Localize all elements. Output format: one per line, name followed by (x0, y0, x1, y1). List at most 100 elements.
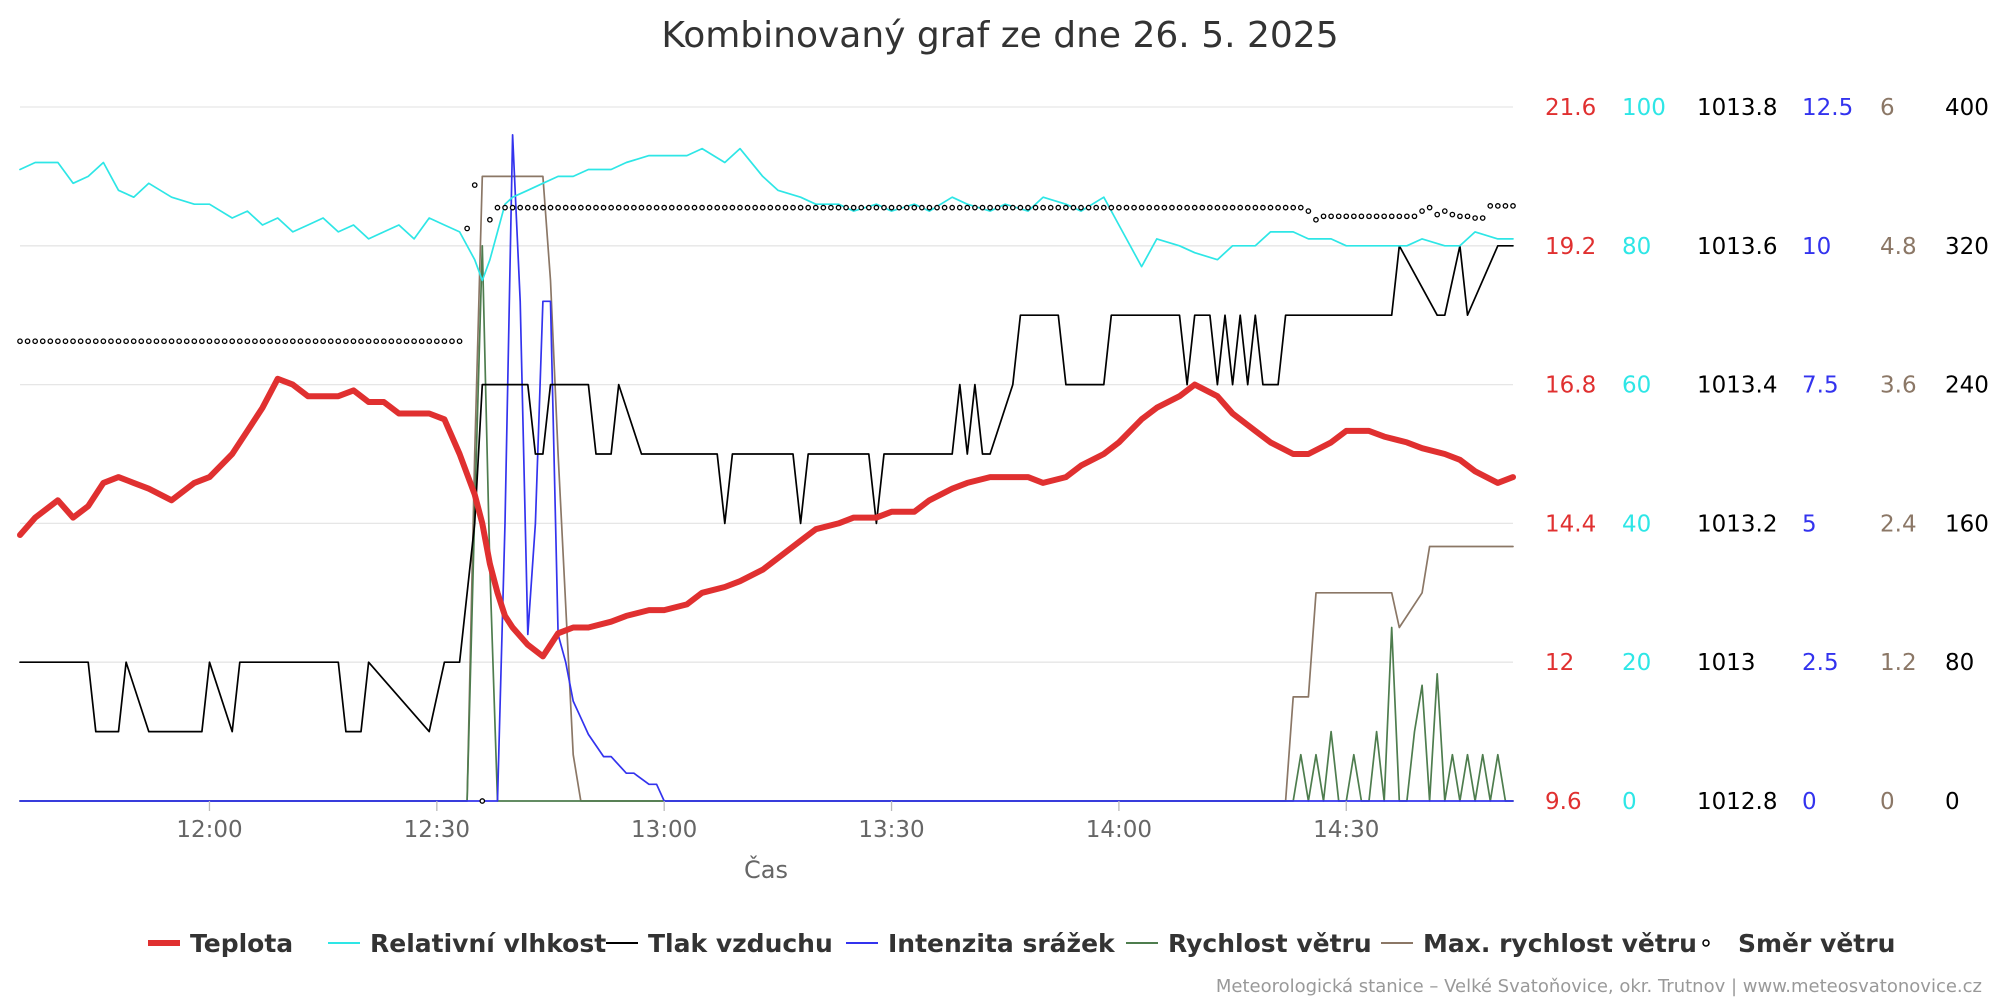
y-tick-label: 12 (1545, 650, 1574, 676)
wind-direction-point (820, 204, 827, 211)
wind-direction-point (782, 204, 789, 211)
wind-direction-point (100, 338, 107, 345)
wind-direction-point (221, 338, 228, 345)
legend-item-teplota[interactable]: Teplota (148, 929, 293, 958)
wind-direction-point (39, 338, 46, 345)
legend[interactable]: Teplota Relativní vlhkost Tlak vzduchu Inte… (148, 929, 1895, 958)
legend-item-relativn-vlhkost[interactable]: Relativní vlhkost (328, 929, 606, 958)
x-tick-label: 13:00 (631, 817, 697, 843)
wind-direction-point (388, 338, 395, 345)
wind-direction-point (608, 204, 614, 211)
wind-direction-point (790, 204, 796, 211)
wind-direction-point (1396, 213, 1403, 220)
wind-direction-point (418, 338, 425, 345)
wind-direction-point (1282, 204, 1289, 211)
legend-item-tlak-vzduchu[interactable]: Tlak vzduchu (606, 929, 833, 958)
wind-direction-point (805, 204, 812, 211)
wind-direction-point (426, 338, 433, 345)
wind-direction-point (532, 204, 539, 211)
wind-direction-point (206, 338, 213, 345)
wind-direction-point (108, 338, 114, 345)
wind-direction-point (1335, 213, 1342, 220)
y-tick-label: 100 (1622, 95, 1666, 121)
wind-direction-point (1214, 204, 1221, 211)
series-line (19, 175, 1514, 802)
wind-direction-point (1138, 204, 1145, 211)
wind-direction-point (547, 204, 554, 211)
wind-direction-point (865, 204, 872, 211)
wind-direction-point (729, 204, 736, 211)
wind-direction-point (32, 338, 39, 345)
wind-direction-point (1123, 204, 1130, 211)
wind-direction-point (797, 204, 804, 211)
series-sm-r-v-tru (17, 182, 1516, 804)
wind-direction-point (812, 204, 819, 211)
wind-direction-point (115, 338, 122, 345)
y-tick-label: 16.8 (1545, 373, 1596, 399)
series-line (17, 375, 1516, 660)
legend-item-max-rychlost-v-tru[interactable]: Max. rychlost větru (1381, 929, 1697, 958)
wind-direction-point (1252, 204, 1259, 211)
wind-direction-point (502, 204, 508, 211)
wind-direction-point (1184, 204, 1190, 211)
legend-label: Teplota (190, 929, 293, 958)
x-tick-label: 14:30 (1313, 817, 1379, 843)
y-tick-label: 12.5 (1802, 95, 1853, 121)
wind-direction-point (1116, 204, 1122, 211)
wind-direction-point (964, 204, 971, 211)
wind-direction-point (1494, 203, 1501, 209)
wind-direction-point (1419, 208, 1425, 214)
wind-direction-point (380, 338, 387, 345)
wind-direction-point (903, 204, 910, 211)
wind-direction-point (358, 338, 364, 345)
wind-direction-point (92, 338, 99, 345)
wind-direction-point (1479, 215, 1486, 221)
wind-direction-point (1472, 215, 1478, 221)
wind-direction-point (183, 338, 190, 345)
wind-direction-point (153, 338, 160, 345)
y-tick-label: 9.6 (1545, 789, 1582, 815)
wind-direction-point (1510, 203, 1516, 209)
wind-direction-point (1411, 213, 1418, 220)
credits-text[interactable]: Meteorologická stanice – Velké Svatoňovi… (1216, 976, 1982, 997)
wind-direction-point (638, 204, 645, 211)
legend-item-intenzita-sr-ek[interactable]: Intenzita srážek (846, 929, 1116, 958)
wind-direction-point (1169, 204, 1175, 211)
y-tick-label: 320 (1945, 234, 1989, 260)
y-tick-label: 7.5 (1802, 373, 1839, 399)
y-axis-rain: 0 2.5 5 7.5 10 12.5 (1802, 95, 1853, 815)
wind-direction-point (517, 204, 524, 211)
legend-item-sm-r-v-tru[interactable]: Směr větru (1702, 929, 1895, 958)
y-tick-label: 400 (1945, 95, 1989, 121)
wind-direction-point (17, 338, 23, 345)
wind-direction-point (775, 204, 781, 211)
wind-direction-point (1426, 204, 1433, 211)
wind-direction-point (759, 204, 766, 211)
wind-direction-point (555, 204, 561, 211)
y-tick-label: 60 (1622, 373, 1651, 399)
series-line (19, 147, 1514, 282)
wind-direction-point (456, 338, 463, 345)
wind-direction-point (441, 338, 448, 345)
wind-direction-point (828, 204, 834, 211)
y-axis-gust: 0 1.2 2.4 3.6 4.8 6 (1880, 95, 1917, 815)
wind-direction-point (305, 338, 311, 345)
chart-title: Kombinovaný graf ze dne 26. 5. 2025 (661, 15, 1338, 56)
wind-direction-point (411, 338, 417, 345)
wind-direction-point (168, 338, 175, 345)
legend-item-rychlost-v-tru[interactable]: Rychlost větru (1126, 929, 1372, 958)
y-tick-label: 240 (1945, 373, 1989, 399)
y-tick-label: 1012.8 (1697, 789, 1777, 815)
wind-direction-point (327, 338, 334, 345)
y-tick-label: 2.4 (1880, 511, 1917, 537)
wind-direction-point (335, 338, 342, 345)
wind-direction-point (1434, 211, 1441, 218)
wind-direction-point (843, 204, 849, 211)
wind-direction-point (494, 204, 501, 211)
wind-direction-point (244, 338, 251, 345)
wind-direction-point (161, 338, 167, 345)
legend-symbol-dot (1702, 939, 1710, 947)
y-axis-hum: 0 20 40 60 80 100 (1622, 95, 1666, 815)
wind-direction-point (487, 216, 493, 223)
x-axis-title: Čas (744, 854, 788, 884)
